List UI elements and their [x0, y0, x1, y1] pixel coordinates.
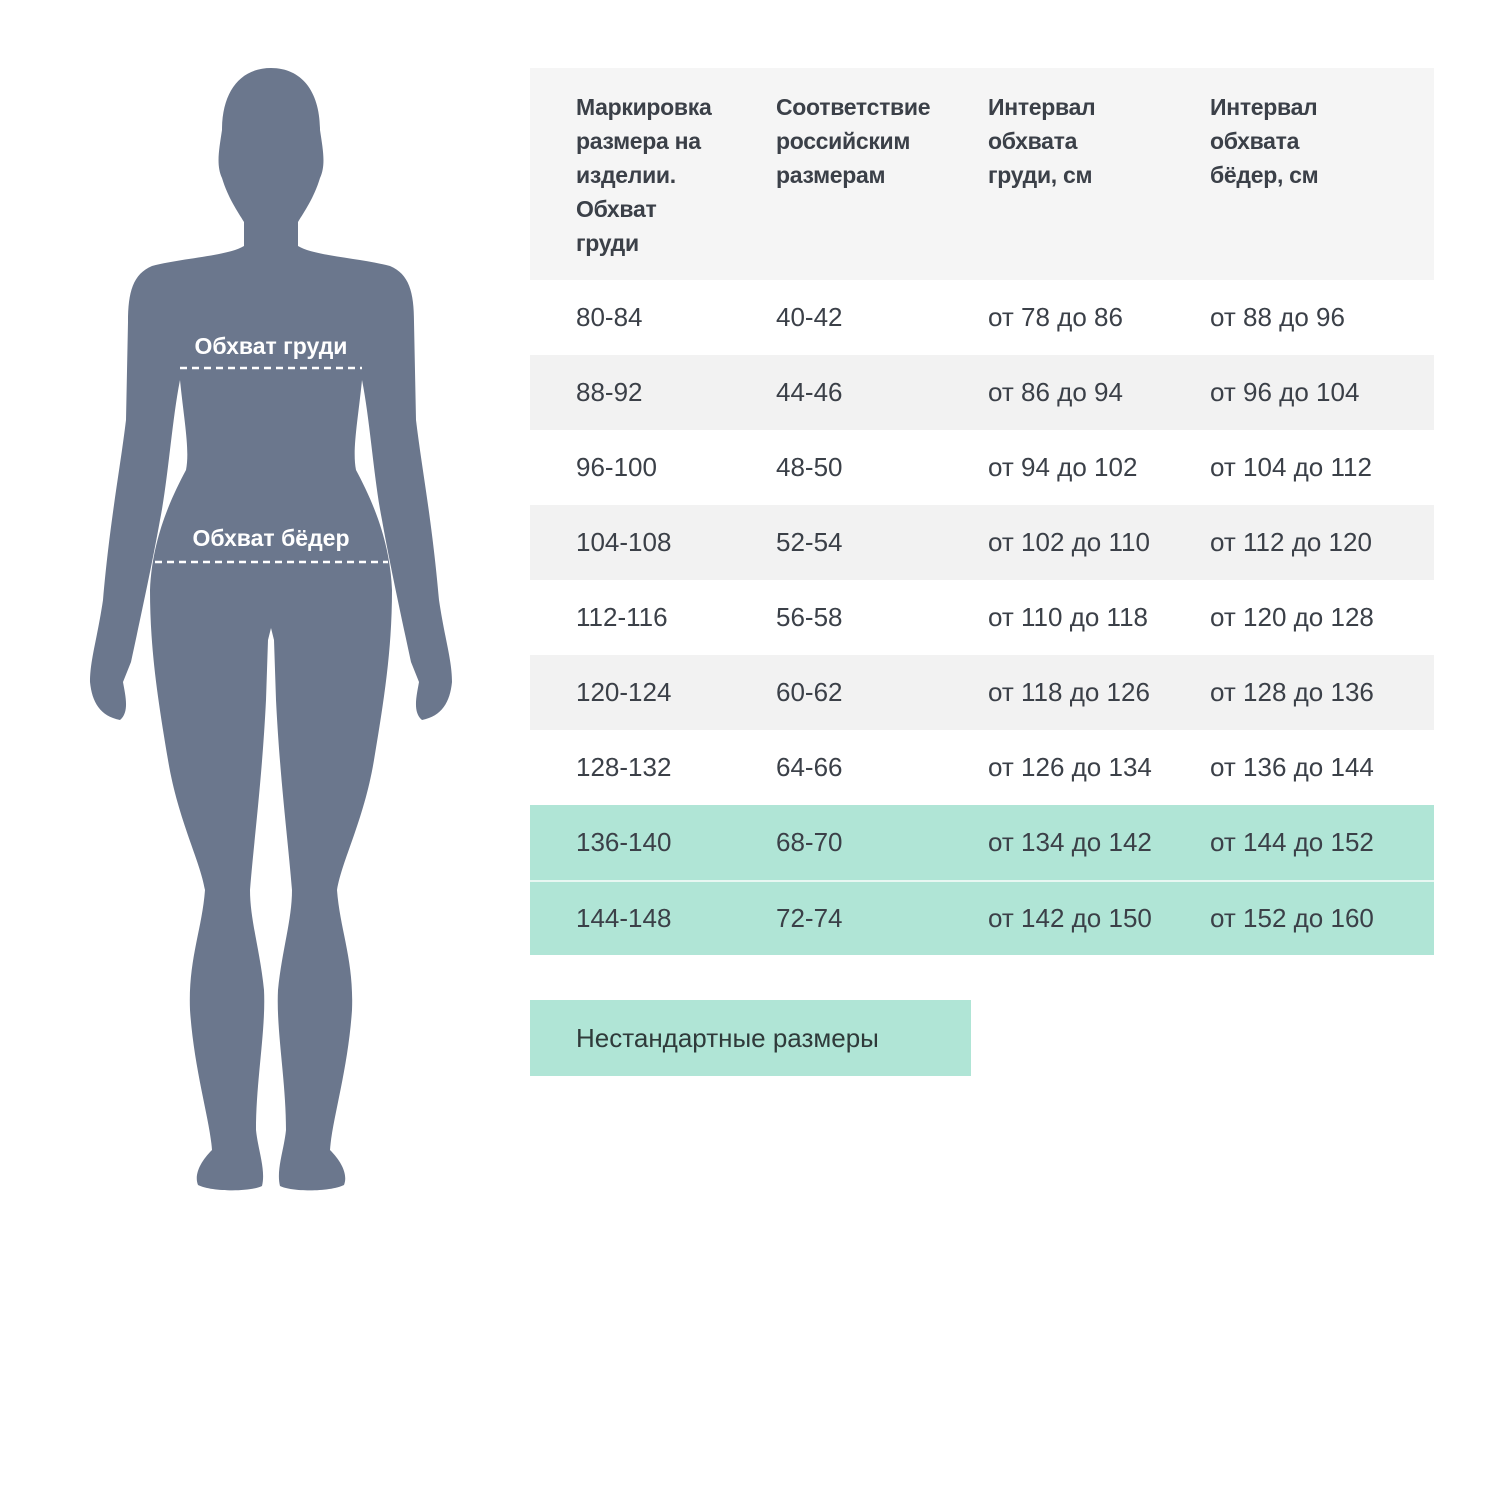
cell-chest-interval: от 94 до 102 — [988, 452, 1138, 482]
table-row: 80-84 40-42 от 78 до 86 от 88 до 96 — [530, 280, 1434, 355]
silhouette-right-half — [271, 68, 452, 1191]
cell-russian-size: 64-66 — [776, 752, 843, 782]
cell-hips-interval: от 96 до 104 — [1210, 377, 1360, 407]
cell-size-marking: 128-132 — [576, 752, 672, 782]
cell-russian-size: 48-50 — [776, 452, 843, 482]
cell-chest-interval: от 110 до 118 — [988, 602, 1148, 632]
cell-chest-interval: от 102 до 110 — [988, 527, 1150, 557]
cell-russian-size: 68-70 — [776, 827, 843, 857]
cell-hips-interval: от 88 до 96 — [1210, 302, 1345, 332]
header-russian-size: Соответствие российским размерам — [776, 94, 931, 188]
table-row: 104-108 52-54 от 102 до 110 от 112 до 120 — [530, 505, 1434, 580]
table-row: 136-140 68-70 от 134 до 142 от 144 до 152 — [530, 805, 1434, 880]
cell-chest-interval: от 78 до 86 — [988, 302, 1123, 332]
nonstandard-sizes-button[interactable]: Нестандартные размеры — [530, 1000, 971, 1076]
header-chest-interval: Интервал обхвата груди, см — [988, 94, 1096, 188]
cell-size-marking: 120-124 — [576, 677, 672, 707]
cell-chest-interval: от 118 до 126 — [988, 677, 1150, 707]
table-row: 128-132 64-66 от 126 до 134 от 136 до 144 — [530, 730, 1434, 805]
nonstandard-sizes-label: Нестандартные размеры — [576, 1022, 879, 1053]
cell-russian-size: 60-62 — [776, 677, 843, 707]
cell-hips-interval: от 152 до 160 — [1210, 903, 1374, 933]
cell-hips-interval: от 128 до 136 — [1210, 677, 1374, 707]
cell-size-marking: 96-100 — [576, 452, 657, 482]
table-row: 144-148 72-74 от 142 до 150 от 152 до 160 — [530, 880, 1434, 955]
table-row: 112-116 56-58 от 110 до 118 от 120 до 128 — [530, 580, 1434, 655]
cell-size-marking: 88-92 — [576, 377, 643, 407]
table-row: 120-124 60-62 от 118 до 126 от 128 до 136 — [530, 655, 1434, 730]
cell-chest-interval: от 126 до 134 — [988, 752, 1152, 782]
body-silhouette — [90, 68, 452, 1191]
cell-russian-size: 40-42 — [776, 302, 843, 332]
table-header: Маркировка размера на изделии. Обхват гр… — [530, 68, 1434, 280]
cell-hips-interval: от 112 до 120 — [1210, 527, 1372, 557]
cell-hips-interval: от 144 до 152 — [1210, 827, 1374, 857]
cell-hips-interval: от 120 до 128 — [1210, 602, 1374, 632]
cell-chest-interval: от 134 до 142 — [988, 827, 1152, 857]
cell-russian-size: 44-46 — [776, 377, 843, 407]
cell-size-marking: 80-84 — [576, 302, 643, 332]
cell-russian-size: 56-58 — [776, 602, 843, 632]
cell-chest-interval: от 86 до 94 — [988, 377, 1123, 407]
cell-size-marking: 144-148 — [576, 903, 672, 933]
table-row: 96-100 48-50 от 94 до 102 от 104 до 112 — [530, 430, 1434, 505]
cell-hips-interval: от 104 до 112 — [1210, 452, 1372, 482]
cell-size-marking: 112-116 — [576, 602, 668, 632]
cell-russian-size: 52-54 — [776, 527, 843, 557]
header-hips-interval: Интервал обхвата бёдер, см — [1210, 94, 1319, 188]
size-table: Маркировка размера на изделии. Обхват гр… — [530, 68, 1434, 955]
hips-label: Обхват бёдер — [192, 525, 350, 551]
cell-hips-interval: от 136 до 144 — [1210, 752, 1374, 782]
cell-size-marking: 104-108 — [576, 527, 672, 557]
header-size-marking: Маркировка размера на изделии. Обхват гр… — [576, 94, 712, 256]
cell-russian-size: 72-74 — [776, 903, 843, 933]
silhouette-left-half — [90, 68, 271, 1191]
table-row: 88-92 44-46 от 86 до 94 от 96 до 104 — [530, 355, 1434, 430]
cell-size-marking: 136-140 — [576, 827, 672, 857]
cell-chest-interval: от 142 до 150 — [988, 903, 1152, 933]
chest-label: Обхват груди — [194, 333, 348, 359]
